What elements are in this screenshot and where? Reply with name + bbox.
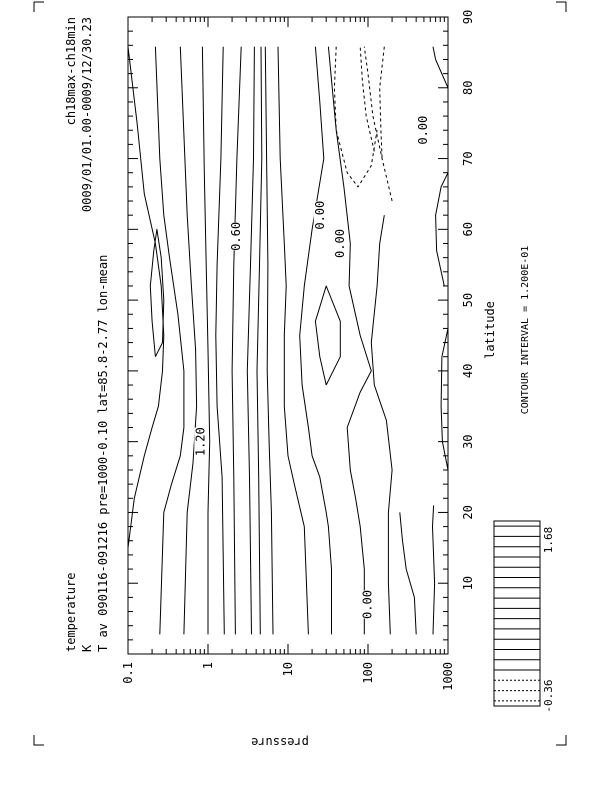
contour-line-2 [149, 228, 165, 357]
experiment-name: ch18max-ch18min [64, 17, 78, 125]
contour-line-9 [256, 46, 263, 635]
contour-interval-label: CONTOUR INTERVAL = 1.200E-01 [520, 246, 531, 415]
contour-labels: 1.20 0.60 0.00 0.00 0.00 0.00 [193, 116, 430, 619]
contour-label-4: 0.00 [333, 229, 347, 258]
contour-line-16 [399, 512, 417, 635]
pressure-tick-label-2: 1 [201, 662, 215, 669]
plot-frame [127, 16, 449, 655]
field-description: T av 090116-091216 pre=1000-0.10 lat=85.… [96, 255, 110, 652]
contour-label-3: 0.00 [313, 201, 327, 230]
contour-line-15 [370, 215, 393, 635]
latitude-tick-label-1: 10 [461, 576, 475, 590]
contour-label-1: 1.20 [193, 427, 207, 456]
latitude-tick-label-8: 80 [461, 81, 475, 95]
corner-mark-bottom-right [556, 735, 567, 746]
contour-line-12 [299, 46, 332, 635]
pressure-tick-label-5: 1000 [441, 662, 455, 691]
contour-label-bg [229, 222, 242, 251]
level-bar-frame [493, 520, 541, 707]
contour-line-17 [432, 505, 436, 635]
contour-label-bg [361, 590, 374, 619]
contour-level-bar [493, 520, 541, 707]
y-axis-title: pressure [251, 735, 309, 749]
contour-line-5 [201, 46, 211, 635]
latitude-tick-label-3: 30 [461, 434, 475, 448]
latitude-tick-label-9: 90 [461, 10, 475, 24]
contour-line-7 [231, 46, 242, 635]
contour-lines [127, 46, 449, 635]
latitude-tick-label-5: 50 [461, 293, 475, 307]
contour-label-bg [417, 116, 430, 145]
contour-line-13 [314, 285, 341, 386]
contour-line-18 [440, 328, 449, 471]
contour-line-21 [363, 46, 393, 202]
axis-ticks [127, 16, 449, 655]
latitude-tick-label-2: 20 [461, 505, 475, 519]
pressure-tick-label-1: 0.1 [121, 662, 135, 684]
time-range: 0009/01/01.00-0009/12/30.23 [80, 17, 94, 212]
contour-line-10 [264, 46, 274, 635]
level-bar-max-label: 1.68 [542, 527, 555, 554]
level-bar-min-label: -0.36 [542, 679, 555, 712]
latitude-tick-label-7: 70 [461, 151, 475, 165]
contour-line-20 [432, 46, 449, 89]
contour-line-14 [327, 46, 372, 635]
corner-mark-bottom-left [33, 735, 44, 746]
contour-line-1 [127, 46, 165, 635]
contour-label-bg [194, 427, 207, 456]
contour-line-22 [359, 46, 375, 152]
contour-line-23 [333, 46, 378, 188]
contour-label-bg [313, 201, 326, 230]
contour-label-2: 0.60 [229, 222, 243, 251]
latitude-tick-label-4: 40 [461, 364, 475, 378]
contour-line-3 [154, 46, 185, 635]
contour-line-8 [246, 46, 255, 635]
axis-tick-labels: 0.1 1 10 100 1000 10 20 30 40 50 60 70 80 90 [121, 10, 475, 691]
field-name: temperature [64, 573, 78, 652]
corner-mark-top-right [556, 1, 567, 12]
corner-mark-top-left [33, 1, 44, 12]
contour-line-4 [179, 46, 198, 635]
contour-line-24 [379, 46, 385, 159]
contour-line-19 [435, 172, 449, 287]
contour-line-6 [215, 46, 225, 635]
x-axis-title: latitude [483, 301, 497, 359]
contour-label-6: 0.00 [360, 590, 374, 619]
latitude-tick-label-6: 60 [461, 222, 475, 236]
pressure-tick-label-4: 100 [361, 662, 375, 684]
contour-label-bg [333, 229, 346, 258]
pressure-tick-label-3: 10 [281, 662, 295, 676]
page-corner-marks [33, 1, 567, 746]
contour-line-11 [277, 46, 309, 635]
field-units: K [80, 644, 94, 652]
contour-label-5: 0.00 [416, 116, 430, 145]
